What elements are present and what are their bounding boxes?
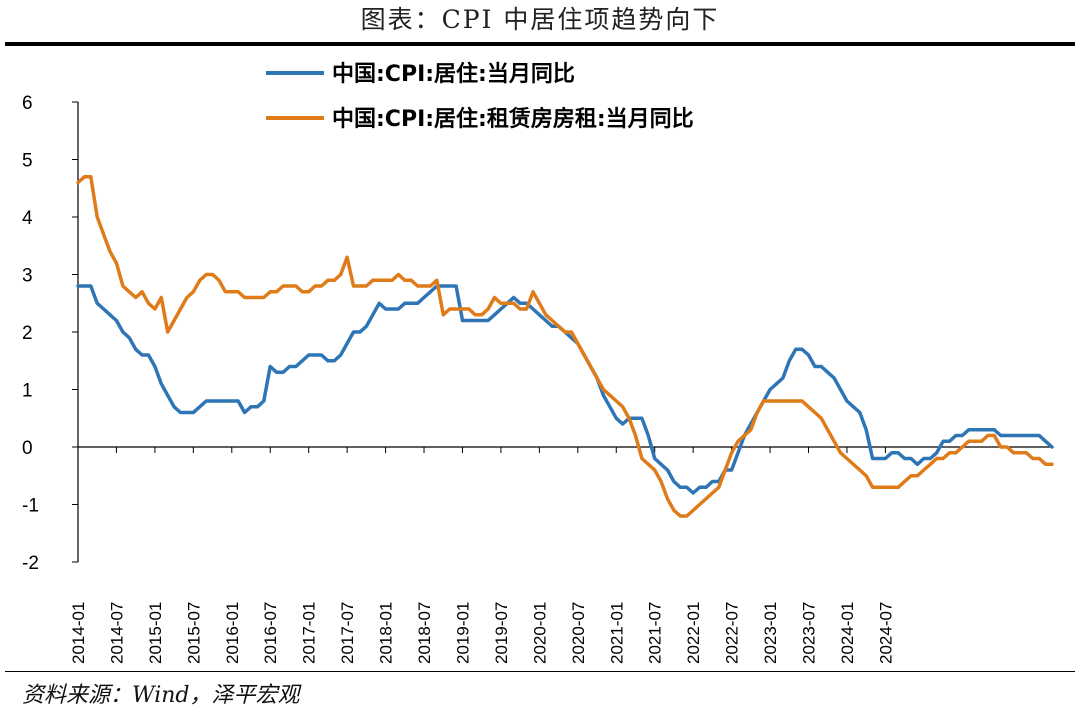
x-tick-label: 2015-01 — [146, 602, 165, 664]
x-tick-label: 2024-01 — [838, 602, 857, 664]
x-tick-label: 2022-07 — [723, 602, 742, 664]
y-tick-label: 3 — [22, 266, 33, 287]
y-tick-label: 5 — [22, 151, 33, 172]
y-tick-label: 2 — [22, 323, 33, 344]
series-lines — [76, 175, 1054, 518]
x-tick-label: 2020-07 — [569, 602, 588, 664]
x-tick-label: 2021-07 — [646, 602, 665, 664]
series-line-2 — [76, 175, 1054, 518]
page-title: 图表：CPI 中居住项趋势向下 — [360, 5, 720, 34]
x-tick-label: 2024-07 — [876, 602, 895, 664]
x-tick-label: 2017-07 — [338, 602, 357, 664]
x-tick-label: 2019-07 — [492, 602, 511, 664]
y-tick-label: -1 — [22, 496, 39, 517]
x-tick-label: 2017-01 — [300, 602, 319, 664]
y-tick-label: 4 — [22, 208, 33, 229]
source-note: 资料来源：Wind，泽平宏观 — [22, 683, 300, 708]
footer-divider — [5, 671, 1075, 672]
title-divider — [5, 42, 1075, 46]
x-tick-label: 2014-01 — [69, 602, 88, 664]
x-tick-label: 2015-07 — [184, 602, 203, 664]
y-tick-label: 1 — [22, 381, 33, 402]
legend-label-2: 中国:CPI:居住:租赁房房租:当月同比 — [332, 106, 694, 132]
x-tick-label: 2020-01 — [530, 602, 549, 664]
legend-label-1: 中国:CPI:居住:当月同比 — [332, 61, 575, 87]
x-tick-label: 2023-01 — [761, 602, 780, 664]
x-tick-label: 2016-07 — [261, 602, 280, 664]
x-tick-label: 2023-07 — [800, 602, 819, 664]
x-tick-label: 2018-01 — [377, 602, 396, 664]
chart-axes: -2 -1 0 1 2 3 4 5 6 2014-01 2014-07 2015-01 2015-07 2… — [22, 93, 1052, 664]
x-tick-label: 2019-01 — [453, 602, 472, 664]
series-line-1 — [76, 284, 1054, 495]
y-tick-label: 6 — [22, 93, 33, 114]
x-tick-label: 2022-01 — [684, 602, 703, 664]
x-tick-label: 2014-07 — [107, 602, 126, 664]
y-tick-label: -2 — [22, 553, 39, 574]
x-tick-label: 2016-01 — [223, 602, 242, 664]
x-tick-label: 2018-07 — [415, 602, 434, 664]
y-tick-label: 0 — [22, 438, 33, 459]
x-tick-label: 2021-01 — [607, 602, 626, 664]
